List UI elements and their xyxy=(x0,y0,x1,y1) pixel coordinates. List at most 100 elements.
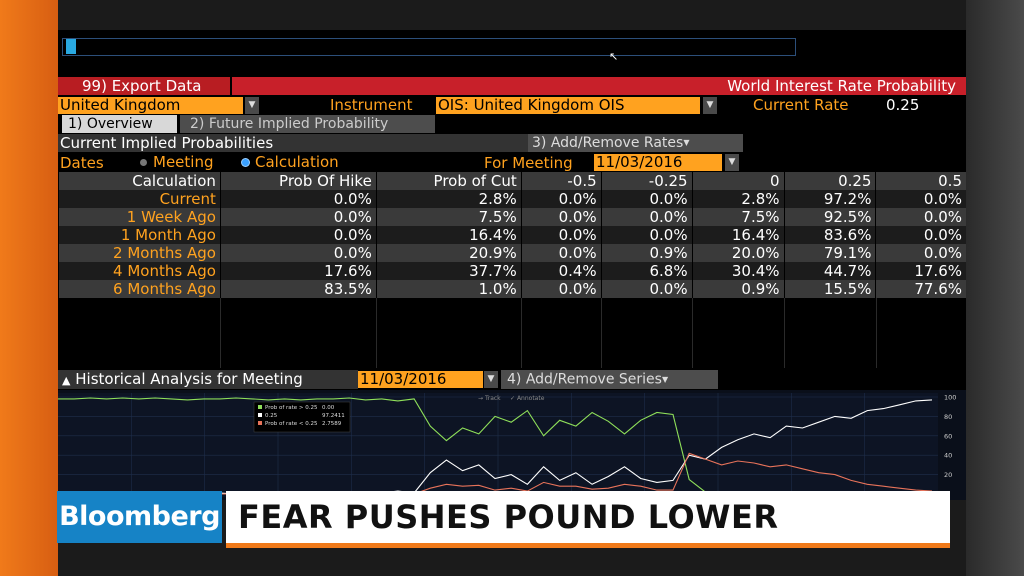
table-cell: 0.4% xyxy=(520,262,602,280)
legend-label: 0.25 xyxy=(265,413,278,419)
add-remove-rates-caret-icon: ▼ xyxy=(683,138,690,147)
current-rate-value: 0.25 xyxy=(886,96,920,114)
historical-analysis-title: Historical Analysis for Meeting xyxy=(75,370,303,388)
collapse-chevron-icon[interactable]: ▲ xyxy=(62,374,71,387)
legend-value: 0.00 xyxy=(322,405,335,411)
y-tick-label: 60 xyxy=(944,432,952,440)
table-cell: 2.8% xyxy=(375,190,522,208)
current-rate-label: Current Rate xyxy=(753,96,849,114)
add-remove-rates-button[interactable]: 3) Add/Remove Rates▼ xyxy=(528,134,743,152)
column-divider xyxy=(692,298,693,368)
table-cell: 37.7% xyxy=(375,262,522,280)
column-header: 0.25 xyxy=(783,172,876,190)
legend-swatch xyxy=(258,421,262,425)
table-row[interactable]: 2 Months Ago 0.0% 20.9% 0.0% 0.9% 20.0% 79.1% 0… xyxy=(58,244,966,262)
table-row[interactable]: Current 0.0% 2.8% 0.0% 0.0% 2.8% 97.2% 0.0% xyxy=(58,190,966,208)
table-cell: 15.5% xyxy=(783,280,876,298)
export-data-button[interactable]: 99) Export Data xyxy=(58,77,230,95)
table-cell: 17.6% xyxy=(875,262,966,280)
instrument-dropdown-icon[interactable]: ▼ xyxy=(703,97,717,114)
table-cell: 0.0% xyxy=(600,280,693,298)
column-header: -0.25 xyxy=(600,172,693,190)
add-remove-series-button[interactable]: 4) Add/Remove Series▼ xyxy=(501,370,718,389)
track-icon: → xyxy=(478,395,485,402)
dates-label: Dates xyxy=(60,154,104,172)
radio-meeting[interactable]: Meeting xyxy=(140,153,213,171)
table-cell: 77.6% xyxy=(875,280,966,298)
bloomberg-logo: Bloomberg xyxy=(57,491,222,543)
annotate-button[interactable]: ✓ Annotate xyxy=(510,395,545,402)
row-label: 1 Month Ago xyxy=(58,226,221,244)
table-cell: 17.6% xyxy=(219,262,377,280)
table-cell: 0.0% xyxy=(875,226,966,244)
table-cell: 0.0% xyxy=(875,190,966,208)
headline-banner: FEAR PUSHES POUND LOWER xyxy=(226,491,950,543)
chart-legend: Prob of rate > 0.25 0.00 0.25 97.2411 Prob o… xyxy=(253,401,351,433)
y-tick-label: 20 xyxy=(944,471,952,479)
historical-meeting-select[interactable]: 11/03/2016 xyxy=(358,371,483,388)
table-cell: 97.2% xyxy=(783,190,876,208)
legend-swatch xyxy=(258,413,262,417)
table-cell: 1.0% xyxy=(375,280,522,298)
tab-overview[interactable]: 1) Overview xyxy=(62,115,177,133)
meeting-date-select[interactable]: 11/03/2016 xyxy=(594,154,722,171)
annotate-label: Annotate xyxy=(517,395,545,402)
table-cell: 0.0% xyxy=(219,208,377,226)
historical-analysis-header[interactable]: ▲ Historical Analysis for Meeting xyxy=(58,370,358,389)
table-cell: 0.0% xyxy=(219,226,377,244)
table-row[interactable]: 6 Months Ago 83.5% 1.0% 0.0% 0.0% 0.9% 15.5% 77… xyxy=(58,280,966,298)
instrument-label: Instrument xyxy=(330,96,413,114)
legend-value: 2.7589 xyxy=(322,421,342,427)
historical-meeting-dropdown-icon[interactable]: ▼ xyxy=(484,371,498,388)
table-row[interactable]: 4 Months Ago 17.6% 37.7% 0.4% 6.8% 30.4% 44.7%… xyxy=(58,262,966,280)
y-tick-label: 100 xyxy=(944,394,956,402)
table-cell: 0.0% xyxy=(219,190,377,208)
studio-background-left xyxy=(0,0,58,576)
table-row[interactable]: 1 Month Ago 0.0% 16.4% 0.0% 0.0% 16.4% 83.6% 0.… xyxy=(58,226,966,244)
radio-meeting-label: Meeting xyxy=(153,153,214,171)
table-cell: 0.0% xyxy=(520,190,602,208)
studio-background-right xyxy=(966,0,1024,576)
table-cell: 0.0% xyxy=(520,280,602,298)
table-cell: 2.8% xyxy=(691,190,785,208)
column-header: 0 xyxy=(691,172,785,190)
legend-value: 97.2411 xyxy=(322,413,345,419)
mouse-pointer-icon: ↖ xyxy=(609,50,619,63)
country-dropdown-icon[interactable]: ▼ xyxy=(245,97,259,114)
instrument-select[interactable]: OIS: United Kingdom OIS xyxy=(436,97,700,114)
table-cell: 0.0% xyxy=(520,244,602,262)
row-label: 4 Months Ago xyxy=(58,262,221,280)
table-cell: 0.0% xyxy=(520,226,602,244)
table-row[interactable]: 1 Week Ago 0.0% 7.5% 0.0% 0.0% 7.5% 92.5% 0.0% xyxy=(58,208,966,226)
for-meeting-label: For Meeting xyxy=(484,154,573,172)
table-cell: 20.0% xyxy=(691,244,785,262)
row-label: 2 Months Ago xyxy=(58,244,221,262)
radio-calculation-label: Calculation xyxy=(255,153,339,171)
table-cell: 79.1% xyxy=(783,244,876,262)
table-header-row: Calculation Prob Of Hike Prob of Cut -0.… xyxy=(58,172,966,190)
column-divider xyxy=(220,298,221,368)
historical-probability-chart[interactable]: 100806040200 → Track ✓ Annotate Prob of … xyxy=(58,390,966,500)
terminal-screen: ↖ 99) Export Data World Interest Rate Pr… xyxy=(58,30,966,500)
add-remove-rates-label: 3) Add/Remove Rates xyxy=(532,135,684,151)
chart-toolbar: → Track ✓ Annotate xyxy=(478,395,545,402)
command-line-input[interactable] xyxy=(62,38,796,56)
legend-swatch xyxy=(258,405,262,409)
radio-calculation[interactable]: Calculation xyxy=(242,153,339,171)
add-remove-series-label: 4) Add/Remove Series xyxy=(507,371,662,388)
table-cell: 7.5% xyxy=(691,208,785,226)
table-cell: 30.4% xyxy=(691,262,785,280)
table-cell: 0.9% xyxy=(691,280,785,298)
table-cell: 0.0% xyxy=(600,190,693,208)
table-cell: 16.4% xyxy=(691,226,785,244)
table-cell: 20.9% xyxy=(375,244,522,262)
column-header: -0.5 xyxy=(520,172,602,190)
meeting-date-dropdown-icon[interactable]: ▼ xyxy=(725,154,739,171)
track-button[interactable]: → Track xyxy=(478,395,501,402)
table-cell: 0.0% xyxy=(875,244,966,262)
tab-future-implied-probability[interactable]: 2) Future Implied Probability xyxy=(180,115,435,133)
country-select[interactable]: United Kingdom xyxy=(58,97,243,114)
annotate-icon: ✓ xyxy=(510,395,517,402)
row-label: 6 Months Ago xyxy=(58,280,221,298)
table-cell: 0.0% xyxy=(219,244,377,262)
